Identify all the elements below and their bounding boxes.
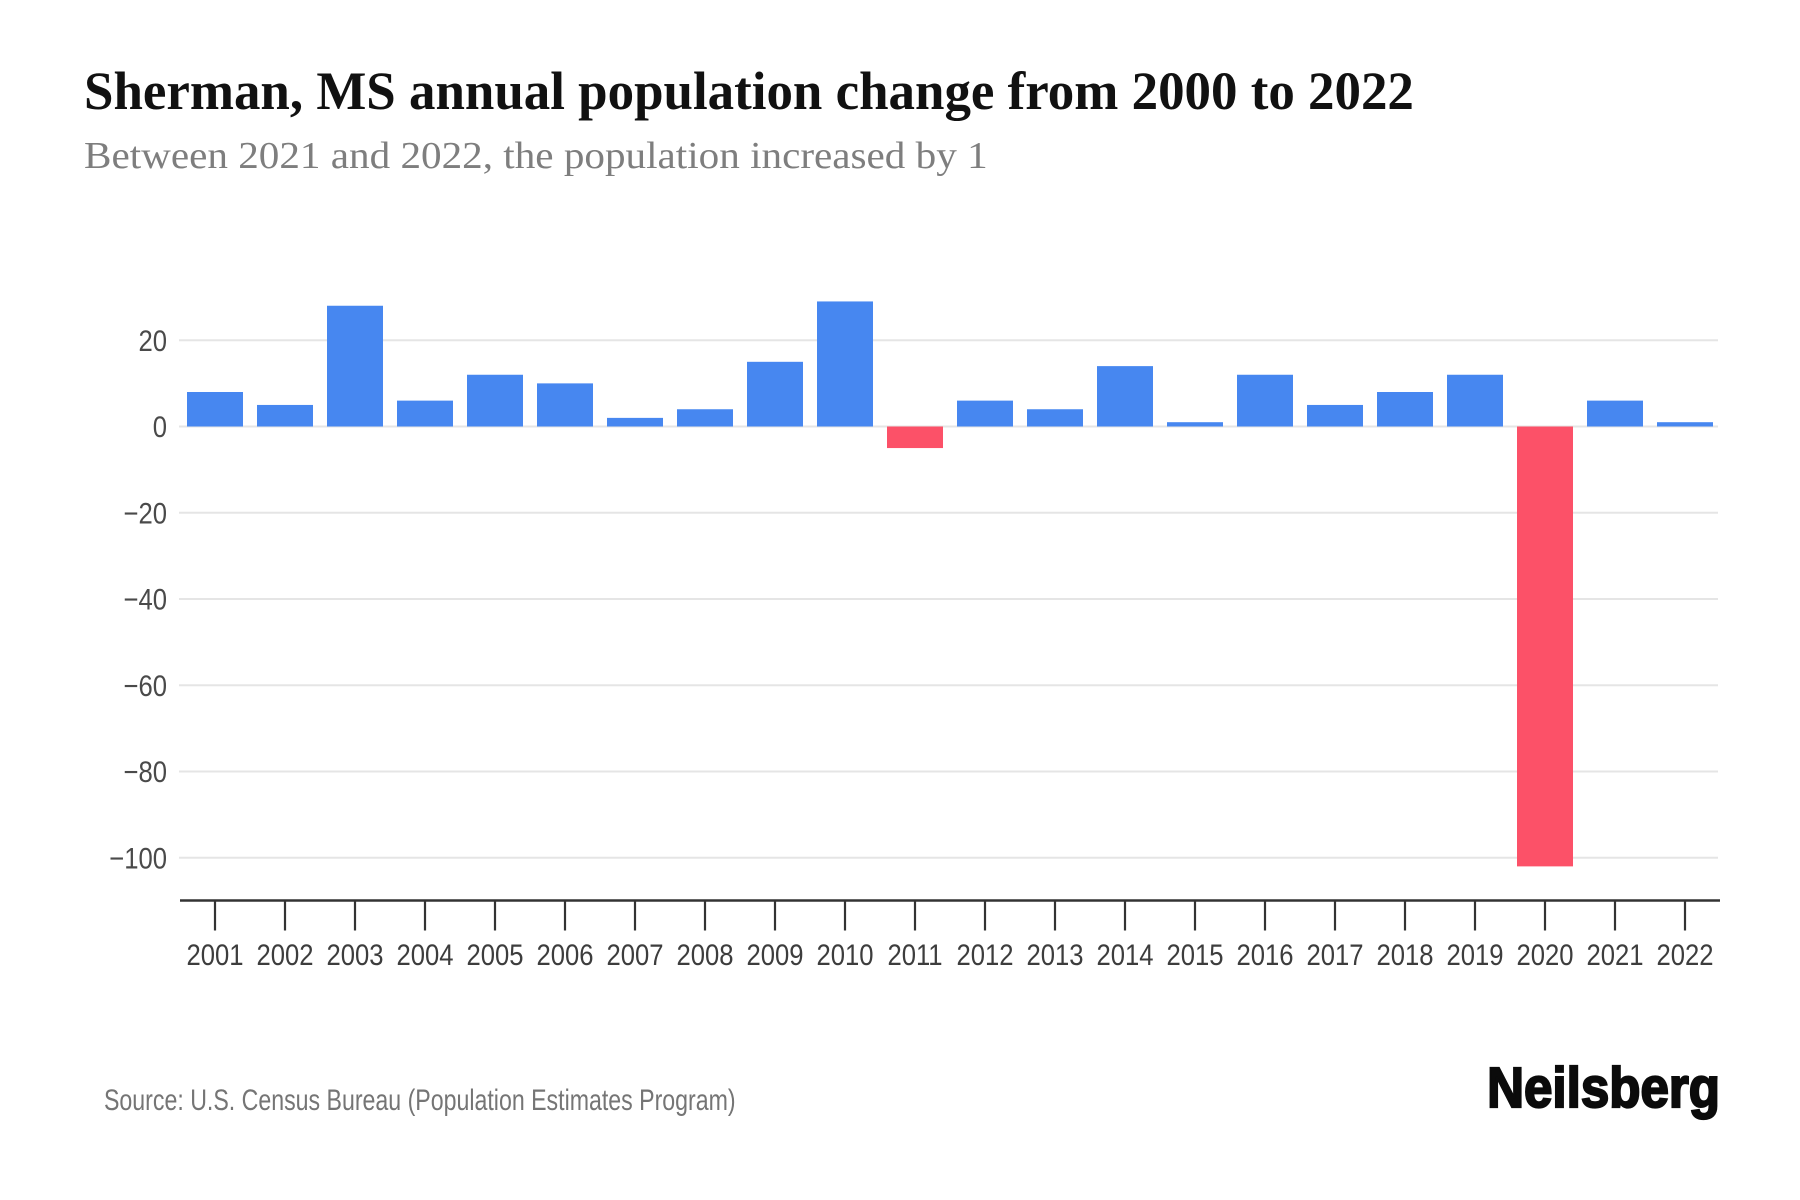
svg-text:2012: 2012 xyxy=(956,938,1013,971)
svg-text:2015: 2015 xyxy=(1166,938,1223,971)
svg-text:2002: 2002 xyxy=(256,938,313,971)
svg-text:2001: 2001 xyxy=(186,938,243,971)
svg-text:2019: 2019 xyxy=(1446,938,1503,971)
svg-text:2017: 2017 xyxy=(1306,938,1363,971)
svg-text:0: 0 xyxy=(153,410,167,443)
svg-text:2018: 2018 xyxy=(1376,938,1433,971)
svg-text:2004: 2004 xyxy=(396,938,453,971)
svg-text:2011: 2011 xyxy=(887,938,942,971)
svg-text:−80: −80 xyxy=(124,755,167,788)
svg-text:2008: 2008 xyxy=(676,938,733,971)
svg-text:20: 20 xyxy=(138,324,167,357)
svg-text:2007: 2007 xyxy=(606,938,663,971)
svg-text:2022: 2022 xyxy=(1656,938,1713,971)
svg-text:2016: 2016 xyxy=(1236,938,1293,971)
svg-text:2020: 2020 xyxy=(1516,938,1573,971)
svg-text:2021: 2021 xyxy=(1586,938,1643,971)
svg-text:2006: 2006 xyxy=(536,938,593,971)
svg-text:Between 2021 and 2022, the pop: Between 2021 and 2022, the population in… xyxy=(84,134,988,176)
svg-text:2003: 2003 xyxy=(326,938,383,971)
svg-text:2010: 2010 xyxy=(816,938,873,971)
svg-text:2013: 2013 xyxy=(1026,938,1083,971)
svg-text:2009: 2009 xyxy=(746,938,803,971)
svg-text:−60: −60 xyxy=(124,669,167,702)
svg-text:Neilsberg: Neilsberg xyxy=(1487,1056,1720,1119)
svg-text:2005: 2005 xyxy=(466,938,523,971)
svg-text:Source: U.S. Census Bureau (Po: Source: U.S. Census Bureau (Population E… xyxy=(104,1083,736,1117)
svg-text:−40: −40 xyxy=(124,583,167,616)
svg-text:−20: −20 xyxy=(124,496,167,529)
svg-text:2014: 2014 xyxy=(1096,938,1153,971)
svg-text:−100: −100 xyxy=(109,841,167,874)
svg-text:Sherman, MS annual population: Sherman, MS annual population change fro… xyxy=(84,61,1414,122)
